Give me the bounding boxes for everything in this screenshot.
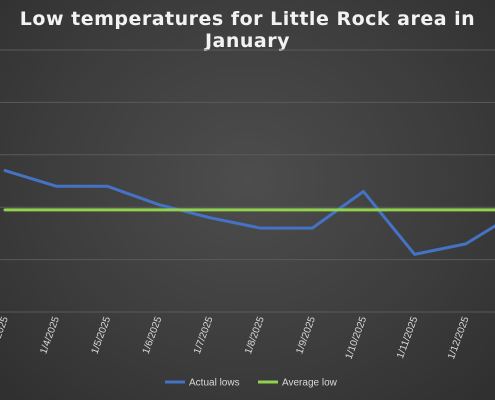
legend-label: Actual lows: [189, 378, 240, 389]
x-tick-label: 1/6/2025: [141, 315, 165, 356]
x-tick-label: 1/7/2025: [192, 315, 216, 356]
x-tick-label: 1/5/2025: [90, 315, 114, 356]
chart-title: Low temperatures for Little Rock area in…: [19, 8, 476, 52]
x-tick-label: 1/12/2025: [446, 315, 472, 361]
x-tick-label: 1/9/2025: [294, 315, 318, 356]
x-tick-label: 1/10/2025: [344, 315, 370, 361]
x-tick-label: 1/3/2025: [0, 315, 11, 356]
x-tick-label: 1/4/2025: [38, 315, 62, 356]
legend-label: Average low: [282, 378, 338, 389]
x-tick-label: 1/8/2025: [243, 315, 267, 356]
x-tick-label: 1/11/2025: [395, 315, 420, 360]
